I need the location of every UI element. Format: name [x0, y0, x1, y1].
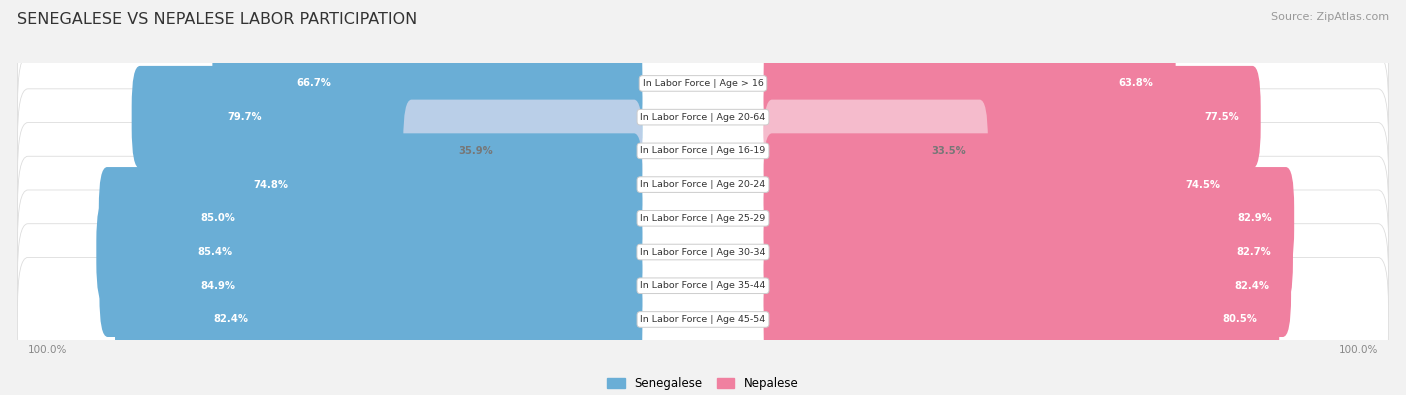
Text: SENEGALESE VS NEPALESE LABOR PARTICIPATION: SENEGALESE VS NEPALESE LABOR PARTICIPATI…	[17, 12, 418, 27]
Text: 66.7%: 66.7%	[297, 79, 332, 88]
FancyBboxPatch shape	[763, 235, 1291, 337]
FancyBboxPatch shape	[162, 134, 643, 236]
Text: 85.0%: 85.0%	[200, 213, 235, 223]
FancyBboxPatch shape	[17, 258, 1389, 382]
Legend: Senegalese, Nepalese: Senegalese, Nepalese	[603, 372, 803, 395]
FancyBboxPatch shape	[763, 167, 1294, 269]
Text: In Labor Force | Age 20-24: In Labor Force | Age 20-24	[640, 180, 766, 189]
FancyBboxPatch shape	[132, 66, 643, 168]
Text: 79.7%: 79.7%	[228, 112, 263, 122]
Text: 63.8%: 63.8%	[1119, 79, 1154, 88]
Text: In Labor Force | Age 30-34: In Labor Force | Age 30-34	[640, 248, 766, 256]
FancyBboxPatch shape	[115, 268, 643, 371]
FancyBboxPatch shape	[763, 66, 1261, 168]
Text: 82.7%: 82.7%	[1236, 247, 1271, 257]
FancyBboxPatch shape	[17, 190, 1389, 314]
Text: 35.9%: 35.9%	[458, 146, 494, 156]
Text: 82.4%: 82.4%	[1234, 281, 1270, 291]
FancyBboxPatch shape	[17, 21, 1389, 145]
FancyBboxPatch shape	[763, 134, 1241, 236]
FancyBboxPatch shape	[404, 100, 643, 202]
FancyBboxPatch shape	[763, 32, 1175, 135]
Text: In Labor Force | Age 45-54: In Labor Force | Age 45-54	[640, 315, 766, 324]
Text: Source: ZipAtlas.com: Source: ZipAtlas.com	[1271, 12, 1389, 22]
FancyBboxPatch shape	[17, 156, 1389, 280]
FancyBboxPatch shape	[100, 235, 643, 337]
FancyBboxPatch shape	[763, 201, 1294, 303]
Text: In Labor Force | Age 25-29: In Labor Force | Age 25-29	[640, 214, 766, 223]
Text: 77.5%: 77.5%	[1204, 112, 1239, 122]
FancyBboxPatch shape	[212, 32, 643, 135]
FancyBboxPatch shape	[17, 224, 1389, 348]
Text: 74.8%: 74.8%	[253, 180, 288, 190]
Text: In Labor Force | Age > 16: In Labor Force | Age > 16	[643, 79, 763, 88]
FancyBboxPatch shape	[97, 201, 643, 303]
Text: 74.5%: 74.5%	[1185, 180, 1220, 190]
Text: 100.0%: 100.0%	[28, 345, 67, 355]
FancyBboxPatch shape	[17, 122, 1389, 246]
Text: 80.5%: 80.5%	[1222, 314, 1257, 324]
FancyBboxPatch shape	[17, 55, 1389, 179]
Text: In Labor Force | Age 20-64: In Labor Force | Age 20-64	[640, 113, 766, 122]
FancyBboxPatch shape	[763, 268, 1279, 371]
Text: 84.9%: 84.9%	[201, 281, 235, 291]
Text: 33.5%: 33.5%	[931, 146, 966, 156]
Text: 100.0%: 100.0%	[1339, 345, 1378, 355]
Text: 85.4%: 85.4%	[198, 247, 233, 257]
FancyBboxPatch shape	[763, 100, 988, 202]
Text: In Labor Force | Age 16-19: In Labor Force | Age 16-19	[640, 147, 766, 155]
Text: 82.9%: 82.9%	[1237, 213, 1272, 223]
Text: 82.4%: 82.4%	[214, 314, 249, 324]
FancyBboxPatch shape	[98, 167, 643, 269]
Text: In Labor Force | Age 35-44: In Labor Force | Age 35-44	[640, 281, 766, 290]
FancyBboxPatch shape	[17, 89, 1389, 213]
